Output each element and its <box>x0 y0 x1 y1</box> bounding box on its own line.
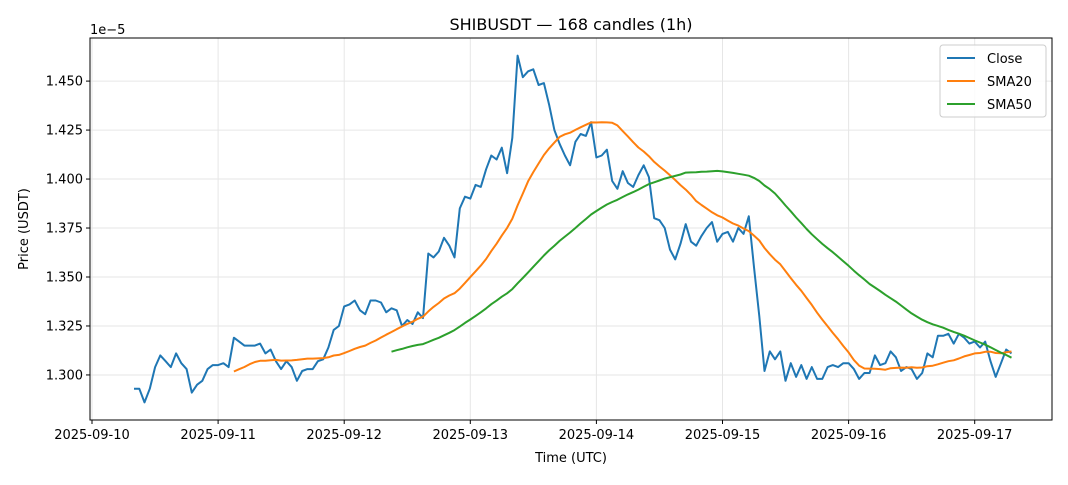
y-tick-label: 1.425 <box>46 124 83 139</box>
legend-label: Close <box>987 52 1022 67</box>
x-tick-label: 2025-09-12 <box>306 428 382 443</box>
y-offset-label: 1e−5 <box>90 23 125 38</box>
series-line-sma50 <box>391 169 1012 359</box>
x-tick-label: 2025-09-10 <box>54 428 130 443</box>
y-tick-label: 1.450 <box>46 75 83 90</box>
plot-frame <box>89 37 1053 421</box>
x-tick-label: 2025-09-11 <box>180 428 256 443</box>
x-tick-label: 2025-09-13 <box>433 428 509 443</box>
series-line-close <box>134 54 1013 404</box>
y-tick-label: 1.350 <box>46 270 83 285</box>
y-axis-label: Price (USDT) <box>17 188 32 270</box>
x-tick-label: 2025-09-15 <box>685 428 761 443</box>
series-line-sma20 <box>233 121 1012 373</box>
y-tick-label: 1.400 <box>46 173 83 188</box>
x-tick-label: 2025-09-14 <box>559 428 635 443</box>
y-tick-label: 1.375 <box>46 222 83 237</box>
y-tick-label: 1.325 <box>46 319 83 334</box>
chart-title: SHIBUSDT — 168 candles (1h) <box>449 15 692 34</box>
legend-label: SMA20 <box>987 75 1032 90</box>
legend-label: SMA50 <box>987 98 1032 113</box>
y-tick-label: 1.300 <box>46 368 83 383</box>
x-tick-label: 2025-09-16 <box>811 428 887 443</box>
legend: Close SMA20 SMA50 <box>939 44 1047 118</box>
x-axis-label: Time (UTC) <box>534 451 607 466</box>
x-tick-label: 2025-09-17 <box>937 428 1013 443</box>
legend-box <box>939 44 1047 118</box>
